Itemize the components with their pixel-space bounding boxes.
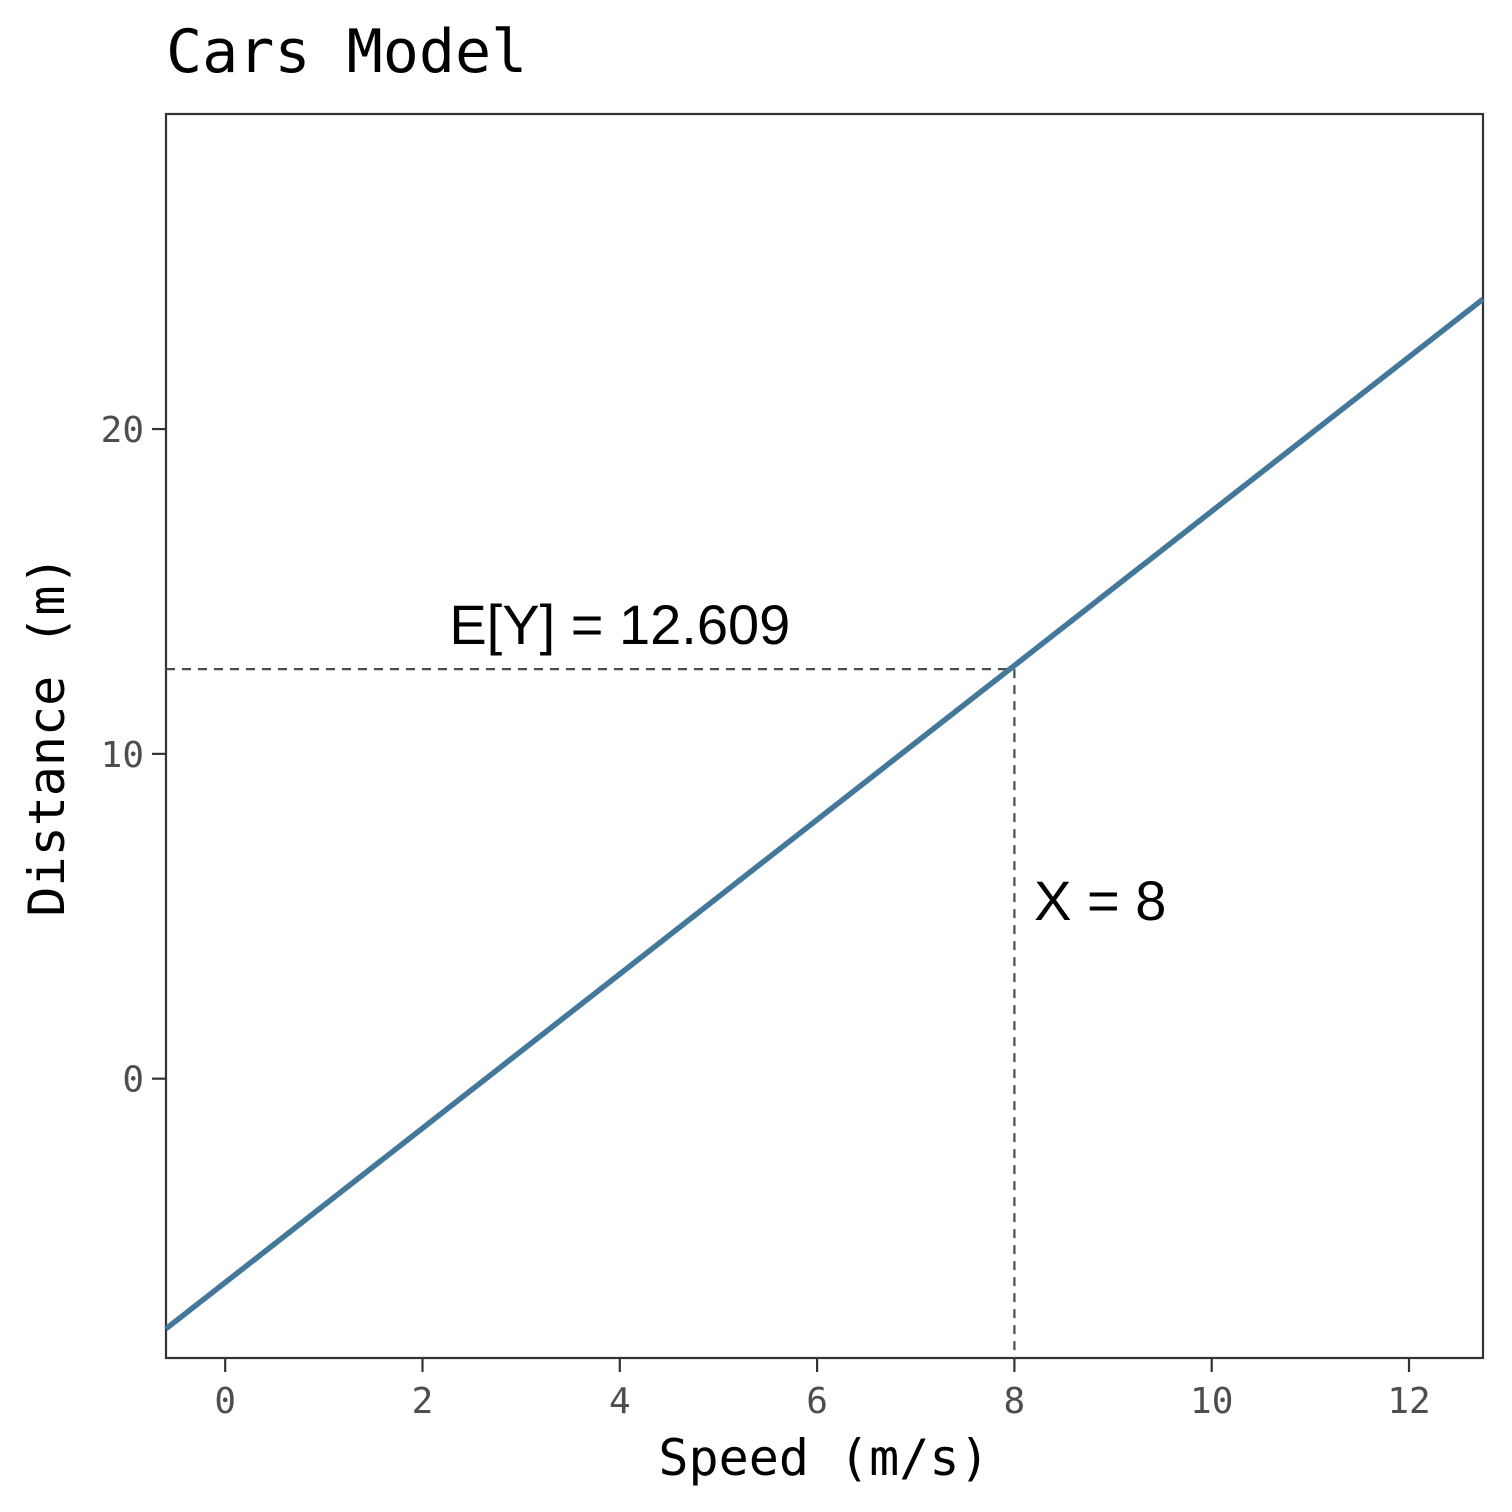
annotations: E[Y] = 12.609 X = 8 bbox=[449, 593, 1166, 932]
x-tick-label: 0 bbox=[214, 1381, 236, 1422]
chart-title: Cars Model bbox=[166, 17, 527, 87]
y-tick-label: 20 bbox=[101, 410, 144, 451]
x-tick-label: 4 bbox=[609, 1381, 631, 1422]
y-tick-label: 0 bbox=[122, 1060, 144, 1101]
x-tick-label: 12 bbox=[1387, 1381, 1430, 1422]
y-axis-title: Distance (m) bbox=[18, 555, 76, 916]
x-tick-label: 6 bbox=[806, 1381, 828, 1422]
x-value-annotation: X = 8 bbox=[1034, 869, 1166, 932]
y-tick-label: 10 bbox=[101, 735, 144, 776]
x-tick-label: 8 bbox=[1004, 1381, 1026, 1422]
plot-panel bbox=[164, 112, 1485, 1360]
x-tick-label: 10 bbox=[1190, 1381, 1233, 1422]
x-axis-title: Speed (m/s) bbox=[658, 1429, 989, 1487]
series-line-0 bbox=[164, 296, 1485, 1331]
y-axis-ticks: 0 10 20 bbox=[101, 410, 166, 1101]
expected-value-annotation: E[Y] = 12.609 bbox=[449, 593, 790, 656]
reference-lines bbox=[166, 668, 1016, 1358]
x-axis-ticks: 0 2 4 6 8 10 12 bbox=[214, 1358, 1431, 1422]
x-tick-label: 2 bbox=[412, 1381, 434, 1422]
series-group bbox=[164, 296, 1485, 1331]
